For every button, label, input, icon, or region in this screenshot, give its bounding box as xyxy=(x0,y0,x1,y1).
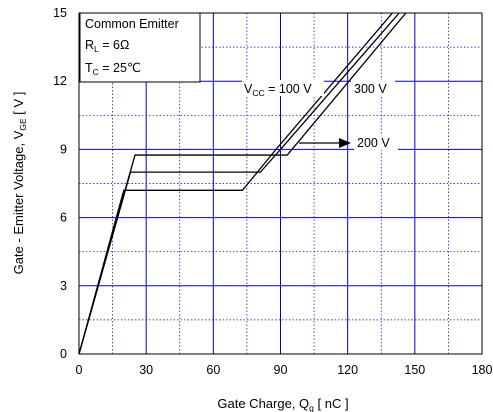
x-axis-label: Gate Charge, Qg [ nC ] xyxy=(217,396,348,412)
y-tick-label: 15 xyxy=(53,6,67,20)
x-axis-label-main: Gate Charge, Q xyxy=(217,396,309,411)
y-tick-label: 9 xyxy=(60,142,67,156)
annotation-200v-bg xyxy=(354,134,398,150)
series-line-3 xyxy=(78,12,407,355)
y-tick-label: 0 xyxy=(60,347,67,361)
annotation-100v: VCC = 100 V xyxy=(244,82,312,98)
legend-rl: RL = 6Ω xyxy=(85,38,129,54)
x-axis-label-sub: g xyxy=(309,403,314,412)
x-tick-label: 0 xyxy=(76,363,83,377)
y-axis-label-sub: GE xyxy=(18,118,28,131)
legend-rl-sub: L xyxy=(94,44,99,54)
series-group xyxy=(78,12,407,355)
legend-tc-label: T xyxy=(85,61,93,75)
x-tick-label: 60 xyxy=(206,363,220,377)
y-tick-labels: 0 3 6 9 12 15 xyxy=(53,6,67,361)
x-tick-label: 120 xyxy=(337,363,358,377)
annotation-100v-sub: CC xyxy=(252,88,264,98)
annotation-300v-bg xyxy=(351,80,395,96)
plot-frame xyxy=(78,12,483,355)
x-tick-labels: 0 30 60 90 120 150 180 xyxy=(76,363,493,377)
legend-tc-sub: C xyxy=(93,67,99,77)
legend: Common Emitter RL = 6Ω TC = 25℃ xyxy=(79,12,201,83)
legend-rl-label: R xyxy=(85,38,94,52)
x-tick-label: 30 xyxy=(139,363,153,377)
y-tick-label: 3 xyxy=(60,279,67,293)
annotation-100v-prefix: V xyxy=(244,82,253,96)
y-axis-label-main: Gate - Emitter Voltage, V xyxy=(11,130,26,274)
legend-rl-value: = 6Ω xyxy=(99,38,130,52)
y-axis-label-suffix: [ V ] xyxy=(11,92,26,119)
legend-tc-value: = 25℃ xyxy=(99,61,141,75)
series-line-1 xyxy=(78,12,393,355)
legend-title: Common Emitter xyxy=(85,17,179,31)
annotation-200v: 200 V xyxy=(357,136,390,150)
y-axis-label: Gate - Emitter Voltage, VGE [ V ] xyxy=(11,92,28,275)
annotation-100v-value: = 100 V xyxy=(265,82,313,96)
x-tick-label: 90 xyxy=(274,363,288,377)
legend-box xyxy=(79,12,201,83)
y-tick-label: 12 xyxy=(53,74,67,88)
annotation-300v: 300 V xyxy=(354,82,387,96)
x-tick-label: 180 xyxy=(472,363,493,377)
x-tick-label: 150 xyxy=(404,363,425,377)
legend-tc: TC = 25℃ xyxy=(85,61,141,77)
x-axis-label-suffix: [ nC ] xyxy=(314,396,349,411)
annotation-200v-arrowhead xyxy=(339,138,351,148)
annotation-100v-bg xyxy=(242,80,324,96)
y-tick-label: 6 xyxy=(60,211,67,225)
